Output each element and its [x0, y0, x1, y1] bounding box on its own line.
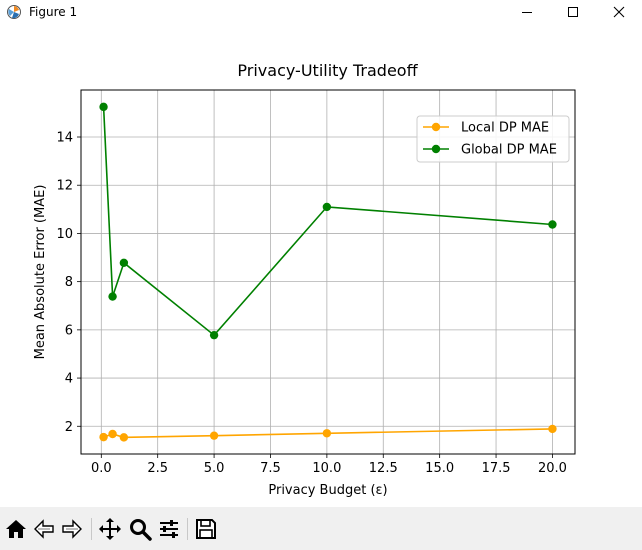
matplotlib-app-icon: [7, 5, 21, 19]
data-series: [99, 102, 557, 442]
chart-title: Privacy-Utility Tradeoff: [237, 61, 418, 80]
close-button[interactable]: [596, 0, 642, 24]
x-tick-label: 12.5: [369, 461, 398, 476]
y-tick-label: 14: [56, 131, 73, 146]
series-point-2: [209, 330, 219, 340]
close-icon: [613, 6, 625, 18]
navigation-toolbar: [0, 507, 642, 550]
save-floppy-icon: [196, 519, 216, 539]
x-tick-label: 5.0: [204, 461, 225, 476]
series-point-2: [548, 220, 557, 229]
legend: Local DP MAE Global DP MAE: [416, 115, 570, 163]
x-tick-label: 17.5: [482, 461, 511, 476]
maximize-icon: [568, 7, 578, 17]
x-tick-label: 7.5: [260, 461, 281, 476]
y-tick-label: 2: [65, 420, 73, 435]
series-point-1: [99, 432, 108, 442]
x-tick-label: 2.5: [147, 461, 168, 476]
back-button[interactable]: [31, 516, 57, 542]
line-chart[interactable]: Privacy-Utility Tradeoff 0.0 2.5 5.0 7.5 10.…: [0, 24, 642, 507]
forward-button[interactable]: [59, 516, 85, 542]
window-titlebar: Figure 1: [0, 0, 642, 24]
pan-move-icon: [99, 518, 121, 540]
series-point-1: [209, 431, 219, 440]
maximize-button[interactable]: [550, 0, 596, 24]
axis-ticks: 0.0 2.5 5.0 7.5 10.0 12.5 15.0 17.5 20.0 2 4 6 8 10 12…: [56, 131, 566, 476]
window-title: Figure 1: [29, 5, 78, 19]
configure-subplots-button[interactable]: [156, 516, 182, 542]
save-button[interactable]: [193, 516, 219, 542]
y-axis-label: Mean Absolute Error (MAE): [33, 185, 48, 360]
x-axis-label: Privacy Budget (ε): [268, 483, 387, 498]
y-tick-label: 6: [65, 323, 73, 338]
series-line-2: [102, 106, 553, 337]
series-point-1: [119, 433, 129, 442]
x-tick-label: 15.0: [425, 461, 454, 476]
zoom-magnifier-icon: [130, 519, 152, 541]
toolbar-separator: [91, 518, 92, 540]
forward-arrow-icon: [62, 519, 82, 539]
minimize-button[interactable]: [504, 0, 550, 24]
figure-canvas[interactable]: Privacy-Utility Tradeoff 0.0 2.5 5.0 7.5 10.…: [0, 24, 642, 507]
configure-subplots-icon: [160, 520, 178, 538]
home-button[interactable]: [3, 516, 29, 542]
legend-label: Global DP MAE: [461, 143, 557, 158]
series-point-1: [548, 424, 557, 434]
x-tick-label: 20.0: [538, 461, 567, 476]
zoom-button[interactable]: [127, 516, 153, 542]
y-tick-label: 12: [56, 179, 73, 194]
minimize-icon: [522, 12, 532, 13]
pan-button[interactable]: [97, 516, 123, 542]
back-arrow-icon: [34, 519, 54, 539]
legend-box: [416, 115, 570, 163]
legend-swatch-marker: [431, 122, 441, 132]
home-icon: [6, 520, 26, 538]
toolbar-separator: [187, 518, 188, 540]
plot-area-frame: [80, 89, 576, 455]
legend-label: Local DP MAE: [461, 121, 549, 136]
legend-swatch-marker: [431, 144, 441, 154]
series-point-2: [99, 102, 108, 112]
series-point-2: [119, 258, 129, 268]
y-tick-label: 10: [56, 227, 73, 242]
series-point-1: [108, 429, 117, 439]
series-point-2: [322, 202, 332, 212]
y-tick-label: 8: [65, 275, 73, 290]
x-tick-label: 0.0: [91, 461, 112, 476]
x-tick-label: 10.0: [312, 461, 341, 476]
series-point-2: [108, 292, 117, 301]
series-point-1: [322, 429, 332, 438]
y-tick-label: 4: [65, 372, 73, 387]
